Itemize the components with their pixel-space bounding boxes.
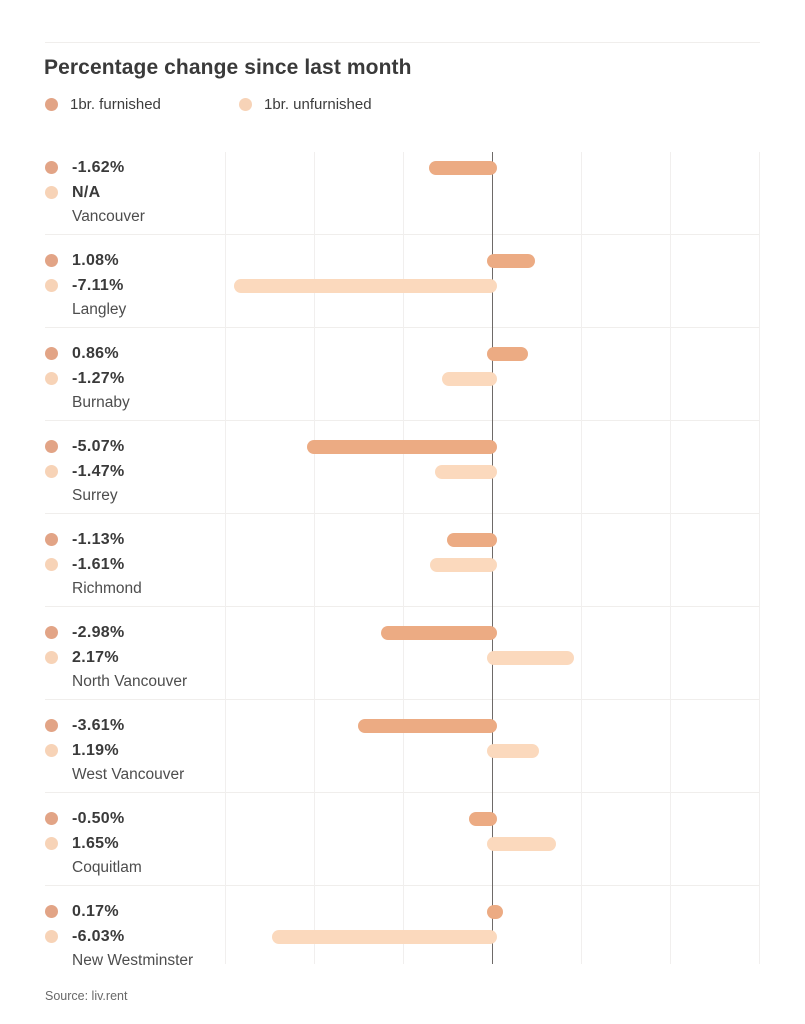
unfurnished-legend-dot-icon	[239, 98, 252, 111]
unfurnished-bar	[487, 837, 556, 851]
gridline	[403, 152, 404, 964]
unfurnished-value-label: 1.19%	[72, 742, 119, 759]
row-separator	[45, 513, 760, 514]
furnished-value-label: -1.62%	[72, 159, 125, 176]
furnished-bar	[306, 440, 497, 454]
gridline	[759, 152, 760, 964]
unfurnished-value-label: -7.11%	[72, 277, 124, 294]
furnished-dot-icon	[45, 626, 58, 639]
city-label: Surrey	[72, 487, 118, 504]
unfurnished-value-label: -1.27%	[72, 370, 125, 387]
row-separator	[45, 234, 760, 235]
unfurnished-bar	[487, 651, 575, 665]
city-label: West Vancouver	[72, 766, 185, 783]
furnished-bar	[429, 161, 497, 175]
furnished-value-label: 1.08%	[72, 252, 119, 269]
city-row: -5.07% -1.47% Surrey	[0, 429, 805, 522]
furnished-bar	[487, 347, 528, 361]
chart-title: Percentage change since last month	[44, 56, 412, 79]
source-credit: Source: liv.rent	[45, 989, 128, 1003]
unfurnished-bar	[429, 558, 497, 572]
unfurnished-bar	[441, 372, 497, 386]
unfurnished-dot-icon	[45, 372, 58, 385]
gridline	[581, 152, 582, 964]
city-row: -3.61% 1.19% West Vancouver	[0, 708, 805, 801]
city-label: Langley	[72, 301, 127, 318]
furnished-bar	[487, 905, 504, 919]
legend-item-furnished: 1br. furnished	[45, 96, 239, 113]
furnished-dot-icon	[45, 905, 58, 918]
gridline	[670, 152, 671, 964]
city-label: Richmond	[72, 580, 142, 597]
unfurnished-value-label: 1.65%	[72, 835, 119, 852]
furnished-dot-icon	[45, 812, 58, 825]
unfurnished-dot-icon	[45, 465, 58, 478]
furnished-bar	[469, 812, 497, 826]
furnished-dot-icon	[45, 719, 58, 732]
city-row: 1.08% -7.11% Langley	[0, 243, 805, 336]
row-separator	[45, 699, 760, 700]
row-separator	[45, 327, 760, 328]
row-separator	[45, 420, 760, 421]
furnished-value-label: 0.17%	[72, 903, 119, 920]
unfurnished-value-label: -1.61%	[72, 556, 125, 573]
unfurnished-dot-icon	[45, 744, 58, 757]
legend-item-unfurnished: 1br. unfurnished	[239, 96, 372, 113]
chart-legend: 1br. furnished 1br. unfurnished	[45, 96, 372, 113]
furnished-bar	[358, 719, 497, 733]
city-label: Burnaby	[72, 394, 130, 411]
furnished-bar	[487, 254, 536, 268]
furnished-bar	[380, 626, 497, 640]
furnished-dot-icon	[45, 254, 58, 267]
unfurnished-bar	[272, 930, 497, 944]
unfurnished-dot-icon	[45, 837, 58, 850]
city-label: North Vancouver	[72, 673, 188, 690]
unfurnished-value-label: N/A	[72, 184, 101, 201]
row-separator	[45, 606, 760, 607]
furnished-dot-icon	[45, 533, 58, 546]
city-label: Vancouver	[72, 208, 145, 225]
unfurnished-dot-icon	[45, 186, 58, 199]
furnished-dot-icon	[45, 347, 58, 360]
unfurnished-bar	[487, 744, 540, 758]
furnished-value-label: -5.07%	[72, 438, 125, 455]
furnished-value-label: -1.13%	[72, 531, 125, 548]
furnished-value-label: 0.86%	[72, 345, 119, 362]
furnished-legend-label: 1br. furnished	[70, 96, 161, 113]
furnished-bar	[446, 533, 497, 547]
unfurnished-value-label: -1.47%	[72, 463, 125, 480]
unfurnished-value-label: 2.17%	[72, 649, 119, 666]
gridline	[314, 152, 315, 964]
city-row: -0.50% 1.65% Coquitlam	[0, 801, 805, 894]
city-label: New Westminster	[72, 952, 194, 969]
unfurnished-dot-icon	[45, 558, 58, 571]
unfurnished-value-label: -6.03%	[72, 928, 125, 945]
unfurnished-bar	[434, 465, 497, 479]
unfurnished-bar	[233, 279, 497, 293]
row-separator	[45, 885, 760, 886]
city-row: -2.98% 2.17% North Vancouver	[0, 615, 805, 708]
city-row: 0.86% -1.27% Burnaby	[0, 336, 805, 429]
furnished-dot-icon	[45, 440, 58, 453]
city-label: Coquitlam	[72, 859, 142, 876]
furnished-dot-icon	[45, 161, 58, 174]
gridline	[225, 152, 226, 964]
top-divider	[45, 42, 760, 43]
furnished-legend-dot-icon	[45, 98, 58, 111]
row-separator	[45, 792, 760, 793]
unfurnished-legend-label: 1br. unfurnished	[264, 96, 372, 113]
unfurnished-dot-icon	[45, 279, 58, 292]
city-row: 0.17% -6.03% New Westminster	[0, 894, 805, 987]
city-row: -1.13% -1.61% Richmond	[0, 522, 805, 615]
unfurnished-dot-icon	[45, 651, 58, 664]
unfurnished-dot-icon	[45, 930, 58, 943]
furnished-value-label: -3.61%	[72, 717, 125, 734]
furnished-value-label: -2.98%	[72, 624, 125, 641]
furnished-value-label: -0.50%	[72, 810, 125, 827]
city-row: -1.62% N/A Vancouver	[0, 150, 805, 243]
